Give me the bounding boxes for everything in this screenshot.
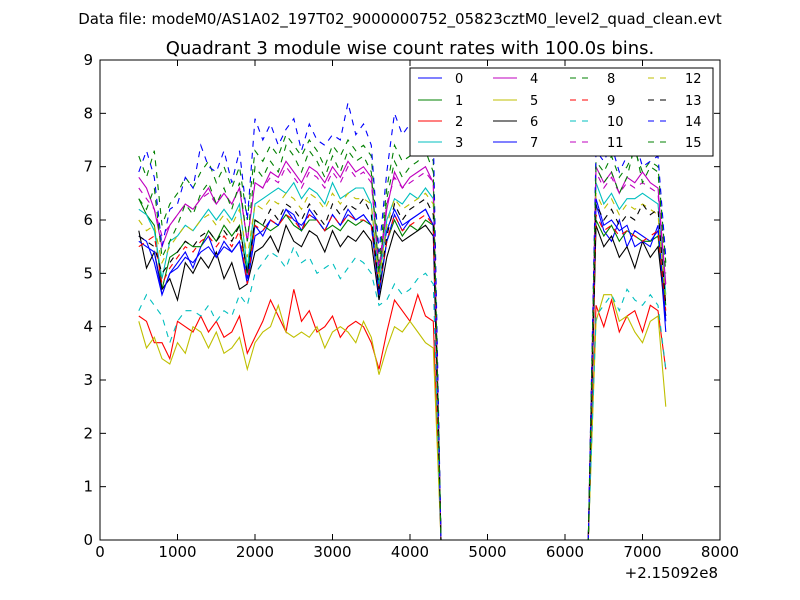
legend-label-10: 10 bbox=[607, 115, 624, 130]
legend-frame bbox=[409, 67, 714, 157]
x-tick-label: 5000 bbox=[468, 543, 506, 561]
y-tick-label: 7 bbox=[83, 158, 93, 176]
series-line-13 bbox=[138, 197, 667, 541]
legend-label-9: 9 bbox=[607, 94, 615, 109]
x-tick-label: 6000 bbox=[546, 543, 584, 561]
legend-label-15: 15 bbox=[685, 136, 702, 151]
legend-label-14: 14 bbox=[685, 115, 702, 130]
axis-ticks: 0 1000 2000 3000 4000 5000 6000 7000 80000123456… bbox=[83, 51, 739, 561]
x-axis-offset-label: +2.15092e8 bbox=[625, 564, 718, 582]
legend-label-2: 2 bbox=[455, 115, 463, 130]
chart-title: Quadrant 3 module wise count rates with … bbox=[166, 38, 655, 59]
chart-suptitle: Data file: modeM0/AS1A02_197T02_90000007… bbox=[78, 10, 722, 29]
x-tick-label: 3000 bbox=[313, 543, 351, 561]
legend-label-13: 13 bbox=[685, 94, 702, 109]
x-tick-label: 7000 bbox=[623, 543, 661, 561]
y-tick-label: 4 bbox=[83, 318, 93, 336]
y-tick-label: 9 bbox=[83, 51, 93, 69]
x-tick-label: 2000 bbox=[236, 543, 274, 561]
legend-label-12: 12 bbox=[685, 72, 702, 87]
y-tick-label: 5 bbox=[83, 264, 93, 282]
legend-label-3: 3 bbox=[455, 136, 463, 151]
legend-label-11: 11 bbox=[607, 136, 624, 151]
x-tick-label: 4000 bbox=[391, 543, 429, 561]
legend-label-4: 4 bbox=[530, 72, 538, 87]
y-tick-label: 3 bbox=[83, 371, 93, 389]
y-tick-label: 8 bbox=[83, 104, 93, 122]
legend-label-8: 8 bbox=[607, 72, 615, 87]
x-tick-label: 1000 bbox=[158, 543, 196, 561]
y-tick-label: 2 bbox=[83, 424, 93, 442]
x-tick-label: 8000 bbox=[701, 543, 739, 561]
y-tick-label: 0 bbox=[83, 531, 93, 549]
x-tick-label: 0 bbox=[95, 543, 105, 561]
legend-label-6: 6 bbox=[530, 115, 538, 130]
legend-label-5: 5 bbox=[530, 94, 538, 109]
y-tick-label: 1 bbox=[83, 478, 93, 496]
legend-label-0: 0 bbox=[455, 72, 463, 87]
y-tick-label: 6 bbox=[83, 211, 93, 229]
legend-label-1: 1 bbox=[455, 94, 463, 109]
legend-label-7: 7 bbox=[530, 136, 538, 151]
